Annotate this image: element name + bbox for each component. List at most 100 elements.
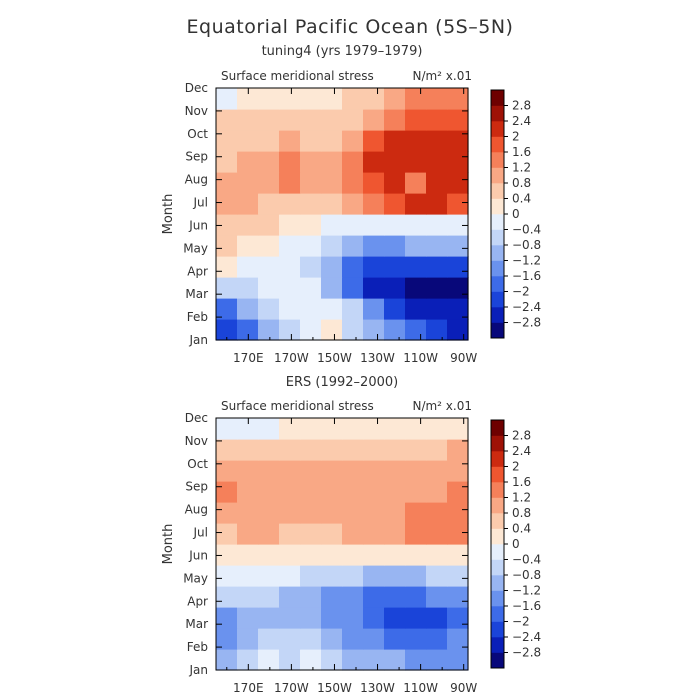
heatmap-cell	[237, 256, 259, 278]
heatmap-cell	[342, 607, 364, 629]
colorbar-label: 1.2	[512, 161, 531, 175]
colorbar-swatch	[491, 559, 504, 576]
heatmap-cell	[237, 214, 259, 236]
heatmap-cell	[342, 256, 364, 278]
heatmap-cell	[426, 109, 448, 131]
heatmap-cell	[279, 586, 301, 608]
y-tick-label: Jul	[193, 526, 208, 540]
colorbar-swatch	[491, 513, 504, 529]
x-tick-label: 130W	[360, 351, 395, 365]
heatmap-cell	[363, 172, 385, 194]
colorbar-label: −0.8	[512, 238, 541, 252]
heatmap-cell	[447, 439, 469, 461]
heatmap-cell	[426, 586, 448, 608]
heatmap-cell	[384, 88, 406, 110]
heatmap-cell	[405, 130, 427, 152]
colorbar-swatch	[491, 291, 504, 308]
heatmap-cell	[426, 418, 448, 440]
colorbar-label: 2	[512, 460, 520, 474]
heatmap-cell	[279, 460, 301, 482]
heatmap-cell	[279, 607, 301, 629]
heatmap-cell	[279, 214, 301, 236]
heatmap-cell	[384, 214, 406, 236]
colorbar-label: −1.2	[512, 584, 541, 598]
heatmap-cell	[216, 502, 238, 524]
heatmap-cell	[447, 319, 469, 341]
heatmap-cell	[384, 277, 406, 299]
heatmap-cell	[405, 439, 427, 461]
heatmap-cell	[279, 172, 301, 194]
heatmap-cell	[279, 628, 301, 650]
colorbar-label: 2	[512, 130, 520, 144]
heatmap-cell	[321, 193, 343, 215]
heatmap-cell	[300, 523, 322, 545]
y-tick-label: Jan	[189, 663, 209, 677]
heatmap-cell	[447, 523, 469, 545]
heatmap-cell	[216, 235, 238, 257]
heatmap-cell	[342, 235, 364, 257]
colorbar-label: 2.8	[512, 429, 531, 443]
colorbar-label: 1.6	[512, 475, 531, 489]
heatmap-cell	[216, 523, 238, 545]
heatmap-cell	[321, 418, 343, 440]
heatmap-cell	[426, 256, 448, 278]
heatmap-cell	[321, 256, 343, 278]
y-tick-label: Nov	[185, 104, 208, 118]
colorbar-swatch	[491, 152, 504, 168]
colorbar-swatch	[491, 167, 504, 184]
colorbar-label: 0.8	[512, 506, 531, 520]
heatmap-cell	[405, 88, 427, 110]
heatmap-cell	[321, 565, 343, 587]
heatmap-cell	[342, 628, 364, 650]
heatmap-cell	[321, 109, 343, 131]
heatmap-cell	[237, 586, 259, 608]
heatmap-cell	[216, 151, 238, 173]
heatmap-cell	[321, 130, 343, 152]
heatmap-cell	[258, 418, 280, 440]
heatmap-cell	[363, 277, 385, 299]
heatmap-cell	[321, 319, 343, 341]
heatmap-cell	[405, 109, 427, 131]
colorbar-label: 2.4	[512, 114, 531, 128]
heatmap-cell	[342, 439, 364, 461]
heatmap-cell	[447, 109, 469, 131]
heatmap-cell	[321, 277, 343, 299]
colorbar-swatch	[491, 276, 504, 292]
colorbar-swatch	[491, 482, 504, 498]
heatmap-cell	[216, 109, 238, 131]
heatmap-cell	[447, 235, 469, 257]
x-tick-label: 90W	[450, 681, 477, 695]
heatmap-cell	[216, 460, 238, 482]
colorbar-label: −2.8	[512, 646, 541, 660]
x-tick-label: 170W	[274, 681, 309, 695]
heatmap-cell	[384, 151, 406, 173]
y-tick-label: Jun	[188, 548, 208, 562]
heatmap-cell	[426, 88, 448, 110]
heatmap-cell	[426, 502, 448, 524]
heatmap-cell	[384, 193, 406, 215]
heatmap-cell	[216, 88, 238, 110]
heatmap-cell	[237, 130, 259, 152]
heatmap-cell	[237, 109, 259, 131]
heatmap-cell	[384, 109, 406, 131]
heatmap-cell	[426, 151, 448, 173]
heatmap-cell	[363, 214, 385, 236]
heatmap-cell	[447, 256, 469, 278]
heatmap-cell	[237, 607, 259, 629]
heatmap-cell	[405, 277, 427, 299]
heatmap-cell	[405, 586, 427, 608]
heatmap-cell	[237, 502, 259, 524]
heatmap-cell	[405, 544, 427, 566]
heatmap-cell	[300, 481, 322, 503]
heatmap-cell	[300, 151, 322, 173]
heatmap-cell	[426, 214, 448, 236]
heatmap-cell	[237, 88, 259, 110]
heatmap-cell	[426, 172, 448, 194]
heatmap-cell	[426, 298, 448, 320]
heatmap-cell	[363, 586, 385, 608]
heatmap-cells	[216, 88, 469, 341]
panel-title: ERS (1992–2000)	[286, 375, 398, 390]
heatmap-cell	[384, 130, 406, 152]
y-axis-label: Month	[161, 194, 176, 235]
